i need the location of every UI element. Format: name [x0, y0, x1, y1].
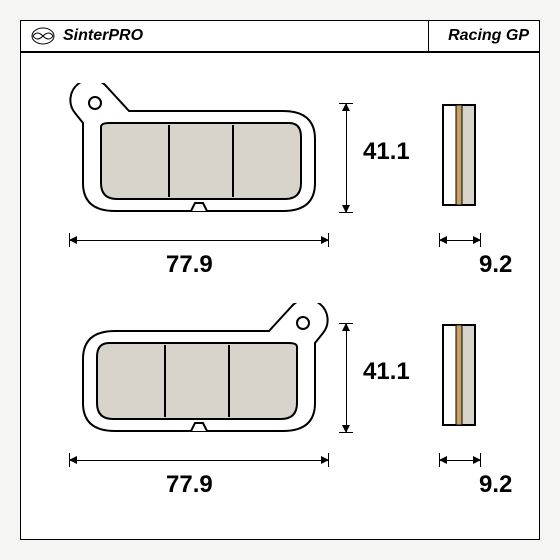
brand-logo-icon [31, 27, 55, 45]
dim-thickness-line [439, 233, 481, 247]
product-name: Racing GP [448, 27, 529, 45]
drawing-panel: 41.1 77.9 9.2 [20, 52, 540, 540]
dim-thickness-value: 9.2 [479, 471, 512, 499]
header-divider [428, 21, 429, 51]
dim-thickness-line [439, 453, 481, 467]
pad-side-view [441, 323, 479, 428]
pad-front-view [69, 303, 329, 448]
header-left: SinterPRO [31, 27, 143, 45]
dim-thickness-value: 9.2 [479, 251, 512, 279]
dim-width-line [69, 233, 329, 247]
pad-front-view [69, 83, 329, 228]
dim-width-value: 77.9 [166, 251, 213, 279]
dim-height-line [339, 323, 353, 433]
dim-height-value: 41.1 [363, 358, 410, 386]
pad-side-view [441, 103, 479, 208]
dim-height-line [339, 103, 353, 213]
brand-name: SinterPRO [63, 27, 143, 45]
dim-height-value: 41.1 [363, 138, 410, 166]
header-bar: SinterPRO Racing GP [20, 20, 540, 52]
dim-width-value: 77.9 [166, 471, 213, 499]
dim-width-line [69, 453, 329, 467]
